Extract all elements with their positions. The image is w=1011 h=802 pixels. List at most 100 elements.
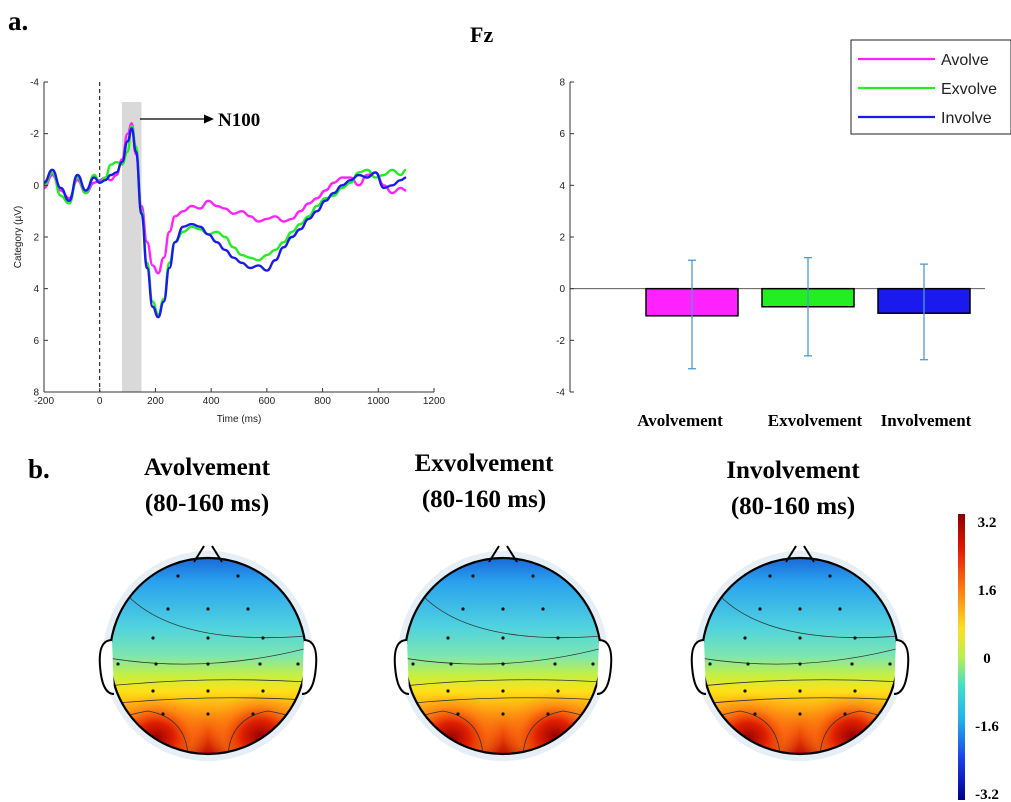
y-tick-label: 6: [33, 336, 39, 347]
electrode-dot: [461, 607, 465, 611]
legend-label-avolve: Avolve: [941, 52, 989, 69]
colorbar: 3.2 1.6 0 -1.6 -3.2: [958, 514, 999, 802]
topomap-0: Avolvement (80-160 ms): [98, 454, 318, 761]
bar-y-tick-label: 8: [559, 78, 565, 89]
x-tick-label: 1000: [367, 396, 390, 407]
topomap-2: Involvement (80-160 ms): [690, 457, 910, 761]
electrode-dot: [161, 712, 165, 716]
bar-y-tick-label: 2: [559, 233, 565, 244]
electrode-dot: [154, 662, 158, 666]
topomap-1: Exvolvement (80-160 ms): [393, 450, 613, 761]
left-ear-icon: [393, 639, 410, 695]
electrode-dot: [501, 607, 505, 611]
topographic-maps: Avolvement (80-160 ms) Exvolvement (80-160 …: [98, 450, 910, 761]
electrode-dot: [753, 712, 757, 716]
colorbar-tick-label: -3.2: [975, 787, 999, 802]
electrode-dot: [531, 574, 535, 578]
electrode-dot: [449, 662, 453, 666]
electrode-dot: [853, 689, 857, 693]
electrode-dot: [258, 662, 262, 666]
electrode-dot: [471, 574, 475, 578]
electrode-dot: [798, 607, 802, 611]
colorbar-tick-label: 1.6: [978, 583, 997, 599]
bar-category-label: Involvement: [881, 411, 972, 430]
electrode-dot: [798, 689, 802, 693]
panel-label-a: a.: [8, 6, 28, 36]
y-tick-label: 2: [33, 233, 39, 244]
x-tick-label: 1200: [423, 396, 446, 407]
electrode-dot: [446, 636, 450, 640]
nose-icon: [785, 545, 815, 563]
topomap-title: Exvolvement: [415, 450, 555, 477]
electrode-dot: [556, 689, 560, 693]
bar-category-label: Exvolvement: [768, 411, 863, 430]
scalp-map: [702, 558, 898, 754]
y-axis-label: Category (µV): [13, 206, 24, 268]
electrode-dot: [743, 636, 747, 640]
n100-label: N100: [218, 110, 260, 131]
electrode-dot: [176, 574, 180, 578]
nose-icon: [488, 545, 518, 563]
electrode-dot: [206, 712, 210, 716]
electrode-dot: [116, 662, 120, 666]
electrode-dot: [456, 712, 460, 716]
electrode-dot: [838, 607, 842, 611]
n100-arrowhead: [204, 114, 214, 124]
right-ear-icon: [596, 639, 613, 695]
topomap-subtitle: (80-160 ms): [422, 486, 546, 513]
bar-y-tick-label: 4: [559, 181, 565, 192]
y-tick-label: 8: [33, 388, 39, 399]
y-tick-label: -2: [30, 129, 39, 140]
right-ear-icon: [893, 639, 910, 695]
electrode-dot: [166, 607, 170, 611]
electrode-dot: [206, 607, 210, 611]
x-tick-label: 800: [314, 396, 331, 407]
electrode-dot: [798, 636, 802, 640]
x-tick-label: 200: [147, 396, 164, 407]
electrode-dot: [206, 689, 210, 693]
electrode-dot: [151, 636, 155, 640]
contour-line: [110, 697, 306, 705]
panel-label-b: b.: [28, 454, 50, 484]
electrode-dot: [446, 689, 450, 693]
electrode-dot: [541, 607, 545, 611]
electrode-dot: [798, 712, 802, 716]
electrode-dot: [206, 662, 210, 666]
topomap-title: Avolvement: [144, 454, 271, 481]
bar-y-tick-label: 0: [559, 284, 565, 295]
contour-line: [702, 679, 898, 687]
electrode-dot: [758, 607, 762, 611]
bar-y-tick-label: 6: [559, 129, 565, 140]
electrode-dot: [888, 662, 892, 666]
colorbar-tick-label: 0: [983, 651, 991, 667]
electrode-dot: [206, 636, 210, 640]
contour-line: [110, 679, 306, 687]
x-tick-label: 600: [259, 396, 276, 407]
y-tick-label: -4: [30, 78, 39, 89]
x-tick-label: 400: [203, 396, 220, 407]
left-ear-icon: [98, 639, 115, 695]
topomap-subtitle: (80-160 ms): [731, 493, 855, 520]
right-ear-icon: [301, 639, 318, 695]
electrode-dot: [708, 662, 712, 666]
bar-y-tick-label: -4: [556, 388, 565, 399]
electrode-dot: [261, 636, 265, 640]
electrode-dot: [553, 662, 557, 666]
contour-line: [405, 679, 601, 687]
electrode-dot: [246, 607, 250, 611]
bar-y-tick-label: -2: [556, 336, 565, 347]
electrode-dot: [501, 662, 505, 666]
electrode-dot: [236, 574, 240, 578]
bar-chart: -4 -2 0 2 4 6 8 Avolvement Exvolvement Involveme…: [556, 78, 985, 430]
erp-line-chart: -200 0 200 400 600 800 1000 1200 -4 -2 0 2 4 6 8 Time…: [13, 78, 446, 426]
erp-series-exvolve: [43, 124, 407, 316]
electrode-dot: [828, 574, 832, 578]
electrode-dot: [501, 712, 505, 716]
electrode-dot: [546, 712, 550, 716]
electrode-dot: [843, 712, 847, 716]
electrode-dot: [411, 662, 415, 666]
topomap-title: Involvement: [726, 457, 860, 484]
electrode-dot: [251, 712, 255, 716]
electrode-dot: [853, 636, 857, 640]
